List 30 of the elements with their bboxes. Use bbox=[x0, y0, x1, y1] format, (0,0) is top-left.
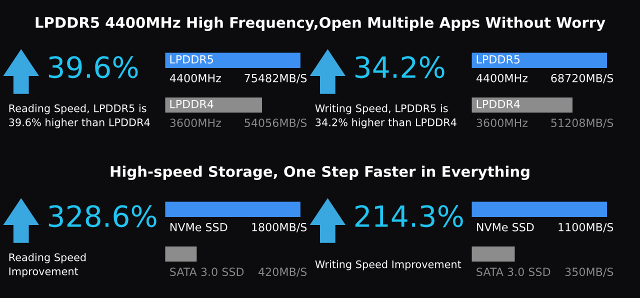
data-label: 1800MB/S bbox=[252, 222, 307, 232]
text: 34.2% bbox=[356, 56, 444, 78]
annotation: 3600MHz bbox=[476, 118, 528, 128]
text: 39.6% bbox=[48, 56, 138, 78]
y-tick-label: LPDDR4 bbox=[476, 100, 520, 108]
text: 214.3% bbox=[355, 205, 463, 228]
y-tick-label: NVMe SSD bbox=[477, 222, 534, 232]
data-label: 75482MB/S bbox=[244, 74, 307, 84]
text: Reading Speed, LPDDR5 is 39.6% higher than LPDDR4 bbox=[9, 104, 150, 128]
annotation: 4400MHz bbox=[170, 74, 221, 82]
text: Reading Speed Improvement bbox=[9, 253, 86, 278]
y-tick-label: LPDDR5 bbox=[170, 55, 213, 64]
text: Writing Speed Improvement bbox=[315, 260, 462, 270]
y-tick-label: SATA 3.0 SSD bbox=[170, 268, 244, 276]
chart-title: High-speed Storage, One Step Faster in Everything bbox=[110, 166, 530, 180]
y-tick-label: SATA 3.0 SSD bbox=[476, 268, 550, 276]
y-tick-label: NVMe SSD bbox=[170, 222, 228, 232]
chart-title: LPDDR5 4400MHz High Frequency,Open Multiple Apps Without Worry bbox=[36, 16, 606, 31]
data-label: 68720MB/S bbox=[551, 74, 614, 84]
data-label: 1100MB/S bbox=[558, 222, 614, 232]
y-tick-label: LPDDR5 bbox=[476, 55, 520, 64]
text: Writing Speed, LPDDR5 is 34.2% higher than LPDDR4 bbox=[315, 104, 456, 128]
y-tick-label: LPDDR4 bbox=[170, 100, 214, 108]
data-label: 51208MB/S bbox=[551, 118, 614, 128]
annotation: 4400MHz bbox=[476, 74, 528, 82]
data-label: 54056MB/S bbox=[244, 118, 307, 128]
data-label: 350MB/S bbox=[565, 268, 614, 277]
text: 328.6% bbox=[48, 205, 156, 228]
data-label: 420MB/S bbox=[258, 268, 307, 277]
annotation: 3600MHz bbox=[170, 118, 221, 128]
